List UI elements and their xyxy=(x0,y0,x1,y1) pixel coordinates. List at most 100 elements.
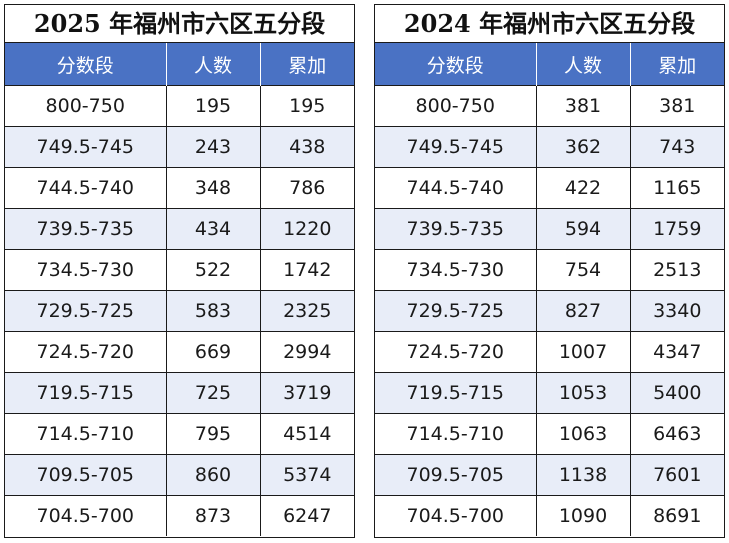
cell-count: 434 xyxy=(166,208,261,250)
header-row: 分数段 人数 累加 xyxy=(375,43,724,86)
column-header-score-range: 分数段 xyxy=(5,43,167,86)
table-row: 734.5-730 754 2513 xyxy=(375,249,724,291)
cell-cumulative: 1220 xyxy=(260,208,354,250)
table-row: 714.5-710 1063 6463 xyxy=(375,413,724,455)
cell-cumulative: 438 xyxy=(260,126,354,168)
cell-count: 873 xyxy=(166,495,261,536)
cell-cumulative: 7601 xyxy=(630,454,724,496)
cell-cumulative: 195 xyxy=(260,85,354,127)
cell-count: 1063 xyxy=(536,413,631,455)
table-row: 800-750 381 381 xyxy=(375,85,724,127)
cell-count: 381 xyxy=(536,85,631,127)
cell-count: 243 xyxy=(166,126,261,168)
cell-score-range: 719.5-715 xyxy=(375,372,537,414)
cell-count: 348 xyxy=(166,167,261,209)
cell-score-range: 719.5-715 xyxy=(5,372,167,414)
cell-cumulative: 3719 xyxy=(260,372,354,414)
table-body: 800-750 195 195 749.5-745 243 438 744.5-740 348… xyxy=(5,85,354,536)
cell-cumulative: 743 xyxy=(630,126,724,168)
cell-cumulative: 6247 xyxy=(260,495,354,536)
table-row: 739.5-735 594 1759 xyxy=(375,208,724,250)
cell-cumulative: 8691 xyxy=(630,495,724,536)
cell-cumulative: 381 xyxy=(630,85,724,127)
cell-score-range: 709.5-705 xyxy=(375,454,537,496)
table-row: 704.5-700 873 6247 xyxy=(5,495,354,536)
score-table-2025: 分数段 人数 累加 800-750 195 195 749.5-745 243 438 74… xyxy=(5,43,354,536)
cell-cumulative: 1165 xyxy=(630,167,724,209)
cell-score-range: 749.5-745 xyxy=(375,126,537,168)
cell-cumulative: 6463 xyxy=(630,413,724,455)
cell-count: 1090 xyxy=(536,495,631,536)
cell-cumulative: 1759 xyxy=(630,208,724,250)
table-row: 800-750 195 195 xyxy=(5,85,354,127)
cell-score-range: 749.5-745 xyxy=(5,126,167,168)
cell-score-range: 739.5-735 xyxy=(5,208,167,250)
cell-score-range: 724.5-720 xyxy=(375,331,537,373)
cell-count: 827 xyxy=(536,290,631,332)
cell-cumulative: 4347 xyxy=(630,331,724,373)
table-row: 724.5-720 1007 4347 xyxy=(375,331,724,373)
cell-count: 795 xyxy=(166,413,261,455)
cell-cumulative: 786 xyxy=(260,167,354,209)
column-header-score-range: 分数段 xyxy=(375,43,537,86)
table-row: 734.5-730 522 1742 xyxy=(5,249,354,291)
column-header-cumulative: 累加 xyxy=(260,43,354,86)
column-header-cumulative: 累加 xyxy=(630,43,724,86)
cell-score-range: 704.5-700 xyxy=(5,495,167,536)
cell-count: 1007 xyxy=(536,331,631,373)
cell-score-range: 734.5-730 xyxy=(5,249,167,291)
cell-count: 1053 xyxy=(536,372,631,414)
cell-count: 860 xyxy=(166,454,261,496)
table-title: 2025 年福州市六区五分段 xyxy=(5,5,354,43)
cell-count: 725 xyxy=(166,372,261,414)
cell-cumulative: 3340 xyxy=(630,290,724,332)
table-row: 749.5-745 362 743 xyxy=(375,126,724,168)
cell-count: 195 xyxy=(166,85,261,127)
cell-count: 422 xyxy=(536,167,631,209)
cell-score-range: 714.5-710 xyxy=(5,413,167,455)
table-row: 739.5-735 434 1220 xyxy=(5,208,354,250)
header-row: 分数段 人数 累加 xyxy=(5,43,354,86)
cell-score-range: 739.5-735 xyxy=(375,208,537,250)
cell-score-range: 800-750 xyxy=(5,85,167,127)
column-header-count: 人数 xyxy=(166,43,261,86)
cell-count: 583 xyxy=(166,290,261,332)
table-row: 749.5-745 243 438 xyxy=(5,126,354,168)
column-header-count: 人数 xyxy=(536,43,631,86)
cell-score-range: 729.5-725 xyxy=(5,290,167,332)
cell-score-range: 729.5-725 xyxy=(375,290,537,332)
table-title: 2024 年福州市六区五分段 xyxy=(375,5,724,43)
cell-score-range: 724.5-720 xyxy=(5,331,167,373)
cell-score-range: 704.5-700 xyxy=(375,495,537,536)
cell-score-range: 714.5-710 xyxy=(375,413,537,455)
cell-cumulative: 1742 xyxy=(260,249,354,291)
table-row: 719.5-715 725 3719 xyxy=(5,372,354,414)
score-table-2024: 分数段 人数 累加 800-750 381 381 749.5-745 362 743 74… xyxy=(375,43,724,536)
cell-score-range: 744.5-740 xyxy=(5,167,167,209)
table-row: 714.5-710 795 4514 xyxy=(5,413,354,455)
table-row: 744.5-740 348 786 xyxy=(5,167,354,209)
table-row: 744.5-740 422 1165 xyxy=(375,167,724,209)
table-row: 709.5-705 860 5374 xyxy=(5,454,354,496)
cell-count: 594 xyxy=(536,208,631,250)
cell-count: 669 xyxy=(166,331,261,373)
cell-cumulative: 4514 xyxy=(260,413,354,455)
cell-cumulative: 2994 xyxy=(260,331,354,373)
cell-cumulative: 2325 xyxy=(260,290,354,332)
cell-score-range: 800-750 xyxy=(375,85,537,127)
cell-score-range: 709.5-705 xyxy=(5,454,167,496)
cell-cumulative: 2513 xyxy=(630,249,724,291)
cell-count: 362 xyxy=(536,126,631,168)
table-2025-panel: 2025 年福州市六区五分段 分数段 人数 累加 800-750 195 195 74… xyxy=(4,4,355,538)
table-2024-panel: 2024 年福州市六区五分段 分数段 人数 累加 800-750 381 381 74… xyxy=(374,4,725,538)
cell-score-range: 734.5-730 xyxy=(375,249,537,291)
table-row: 704.5-700 1090 8691 xyxy=(375,495,724,536)
cell-cumulative: 5374 xyxy=(260,454,354,496)
cell-count: 522 xyxy=(166,249,261,291)
cell-score-range: 744.5-740 xyxy=(375,167,537,209)
table-body: 800-750 381 381 749.5-745 362 743 744.5-740 422… xyxy=(375,85,724,536)
table-row: 729.5-725 827 3340 xyxy=(375,290,724,332)
table-row: 719.5-715 1053 5400 xyxy=(375,372,724,414)
cell-count: 754 xyxy=(536,249,631,291)
cell-count: 1138 xyxy=(536,454,631,496)
